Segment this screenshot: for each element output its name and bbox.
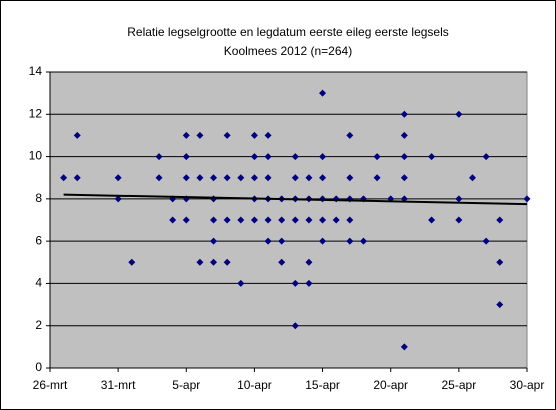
point — [250, 131, 258, 139]
point — [319, 237, 327, 245]
point — [455, 216, 463, 224]
x-tick-label: 30-apr — [510, 378, 545, 392]
point — [319, 216, 327, 224]
point — [482, 153, 490, 161]
point — [182, 131, 190, 139]
point — [400, 153, 408, 161]
point — [428, 216, 436, 224]
y-tick-label: 2 — [35, 318, 42, 332]
point — [210, 174, 218, 182]
point — [359, 237, 367, 245]
point — [264, 153, 272, 161]
trendline — [63, 193, 528, 206]
point — [400, 174, 408, 182]
x-tick-label: 31-mrt — [101, 378, 136, 392]
x-tick-label: 5-apr — [172, 378, 200, 392]
point — [278, 237, 286, 245]
x-tick-label: 15-apr — [305, 378, 340, 392]
point — [210, 216, 218, 224]
point — [400, 343, 408, 351]
point — [278, 258, 286, 266]
point — [169, 216, 177, 224]
point — [264, 237, 272, 245]
point — [319, 89, 327, 97]
point — [332, 216, 340, 224]
y-tick-label: 6 — [35, 233, 42, 247]
point — [114, 195, 122, 203]
point — [264, 174, 272, 182]
point — [155, 174, 163, 182]
point — [455, 195, 463, 203]
point — [319, 174, 327, 182]
point — [250, 174, 258, 182]
point — [496, 216, 504, 224]
point — [455, 110, 463, 118]
y-tick-label: 4 — [35, 276, 42, 290]
y-tick-label: 0 — [35, 360, 42, 374]
point — [319, 153, 327, 161]
point — [305, 258, 313, 266]
point — [305, 279, 313, 287]
point — [291, 153, 299, 161]
point — [346, 131, 354, 139]
point — [237, 279, 245, 287]
x-tick-label: 20-apr — [373, 378, 408, 392]
point — [182, 174, 190, 182]
point — [278, 216, 286, 224]
point — [196, 174, 204, 182]
point — [182, 153, 190, 161]
y-tick-label: 8 — [35, 191, 42, 205]
point — [155, 153, 163, 161]
point — [400, 131, 408, 139]
point — [210, 237, 218, 245]
y-tick-label: 10 — [29, 149, 43, 163]
x-tick-label: 26-mrt — [33, 378, 68, 392]
point — [428, 153, 436, 161]
point — [305, 216, 313, 224]
point — [373, 174, 381, 182]
point — [73, 174, 81, 182]
point — [196, 131, 204, 139]
x-tick-label: 25-apr — [442, 378, 477, 392]
point — [291, 279, 299, 287]
point — [223, 131, 231, 139]
point — [346, 174, 354, 182]
point — [73, 131, 81, 139]
point — [291, 322, 299, 330]
point — [237, 216, 245, 224]
point — [182, 216, 190, 224]
plot-area — [49, 71, 528, 369]
point — [250, 216, 258, 224]
point — [196, 258, 204, 266]
point — [223, 174, 231, 182]
point — [237, 174, 245, 182]
point — [264, 131, 272, 139]
point — [264, 216, 272, 224]
point — [305, 174, 313, 182]
point — [496, 301, 504, 309]
point — [468, 174, 476, 182]
point — [346, 237, 354, 245]
point — [223, 216, 231, 224]
point — [291, 174, 299, 182]
point — [496, 258, 504, 266]
point — [250, 153, 258, 161]
point — [523, 195, 531, 203]
point — [400, 110, 408, 118]
point — [210, 258, 218, 266]
chart-subtitle: Koolmees 2012 (n=264) — [224, 44, 352, 58]
point — [346, 216, 354, 224]
point — [114, 174, 122, 182]
point — [223, 258, 231, 266]
y-tick-label: 14 — [29, 64, 43, 78]
point — [482, 237, 490, 245]
point — [373, 153, 381, 161]
point — [60, 174, 68, 182]
chart-title: Relatie legselgrootte en legdatum eerste… — [127, 25, 449, 39]
x-tick-label: 10-apr — [237, 378, 272, 392]
point — [291, 216, 299, 224]
point — [128, 258, 136, 266]
y-tick-label: 12 — [29, 106, 43, 120]
